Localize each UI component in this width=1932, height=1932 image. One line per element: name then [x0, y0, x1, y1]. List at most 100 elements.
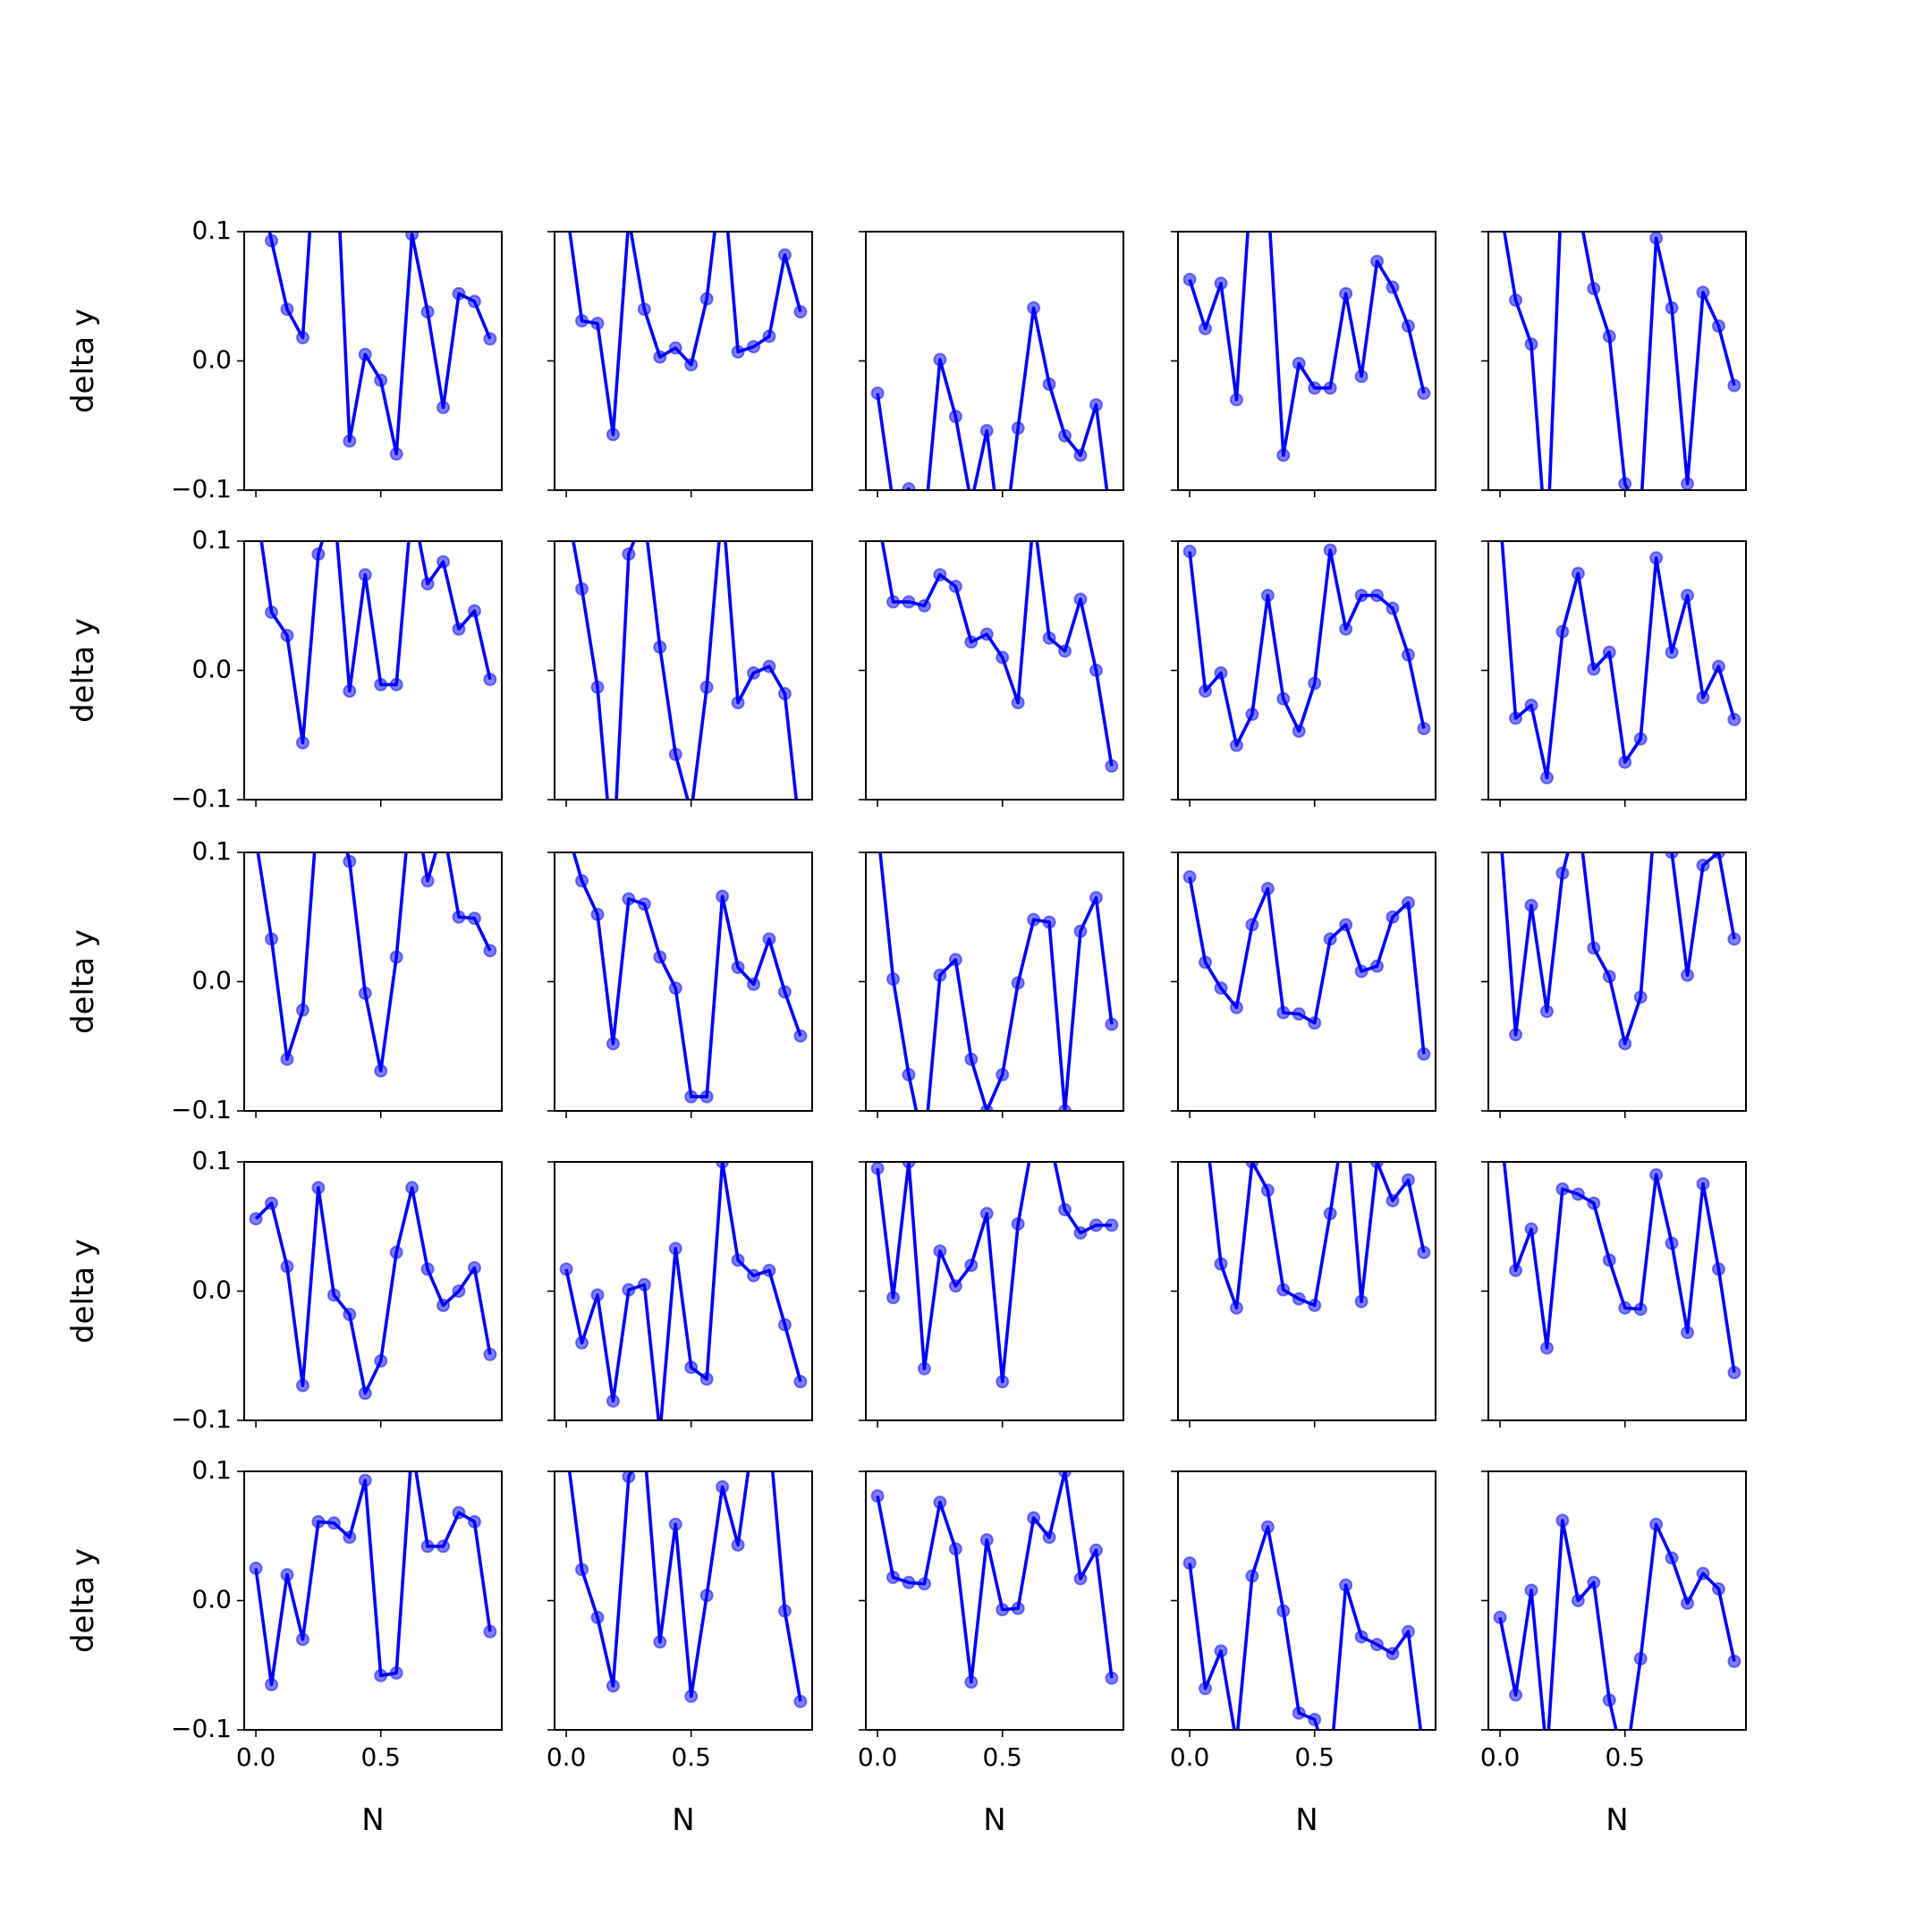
x-tick-label: 0.5: [982, 1742, 1022, 1772]
point-marker: [1323, 381, 1337, 395]
plot-area: [1502, 1162, 1741, 1380]
point-marker: [1618, 477, 1632, 490]
series-line: [876, 1162, 1112, 1384]
point-marker: [1587, 1196, 1601, 1210]
point-marker: [1587, 282, 1601, 296]
point-marker: [436, 1298, 451, 1312]
point-marker: [1681, 477, 1695, 490]
point-marker: [886, 1291, 901, 1305]
point-marker: [1199, 321, 1213, 335]
point-marker: [1027, 912, 1041, 927]
point-marker: [452, 910, 466, 924]
point-marker: [777, 687, 792, 701]
point-marker: [933, 352, 947, 367]
point-marker: [684, 1089, 699, 1104]
point-marker: [1292, 1292, 1306, 1306]
point-marker: [1323, 932, 1337, 946]
point-marker: [1649, 1167, 1664, 1182]
point-marker: [1073, 448, 1088, 462]
point-marker: [590, 680, 605, 694]
point-marker: [389, 1665, 403, 1680]
point-marker: [1417, 386, 1431, 401]
point-marker: [483, 944, 497, 958]
point-marker: [436, 555, 451, 569]
point-marker: [1370, 1162, 1385, 1169]
point-marker: [1199, 684, 1213, 699]
point-marker: [1649, 232, 1664, 245]
point-marker: [668, 747, 682, 761]
point-marker: [1602, 970, 1616, 984]
point-marker: [964, 1675, 979, 1690]
point-marker: [1587, 941, 1601, 955]
point-marker: [1385, 601, 1400, 615]
point-marker: [389, 447, 403, 462]
point-marker: [1727, 378, 1741, 393]
series-line: [254, 1186, 492, 1395]
point-marker: [1354, 589, 1368, 603]
point-marker: [1649, 551, 1664, 565]
point-marker: [1665, 1236, 1679, 1250]
point-marker: [1105, 1671, 1119, 1685]
point-marker: [1276, 448, 1291, 462]
point-marker: [979, 1533, 994, 1547]
point-marker: [1665, 1551, 1679, 1565]
point-marker: [1633, 1302, 1648, 1317]
point-marker: [1370, 254, 1385, 268]
series-line: [880, 541, 1114, 767]
x-tick-label: 0.0: [1170, 1742, 1210, 1772]
point-marker: [1042, 377, 1056, 392]
point-marker: [358, 987, 372, 1001]
point-marker: [1354, 964, 1368, 979]
x-tick-label: 0.0: [236, 1742, 276, 1772]
point-marker: [747, 1268, 761, 1283]
point-marker: [1011, 421, 1025, 436]
point-marker: [731, 1253, 745, 1267]
point-marker: [311, 547, 326, 561]
point-marker: [1073, 1225, 1088, 1240]
point-marker: [606, 1394, 620, 1408]
point-marker: [1058, 428, 1072, 443]
point-marker: [637, 302, 651, 317]
point-marker: [777, 1604, 792, 1618]
x-tick-label: 0.0: [1480, 1742, 1521, 1772]
point-marker: [1417, 1245, 1431, 1259]
point-marker: [374, 1354, 388, 1368]
point-marker: [1182, 272, 1197, 286]
x-axis-label: N: [361, 1802, 384, 1838]
point-marker: [358, 1473, 372, 1487]
point-marker: [1105, 1218, 1119, 1233]
y-tick-label: −0.1: [171, 784, 232, 813]
point-marker: [777, 985, 792, 999]
plot-area: [559, 1162, 808, 1420]
point-marker: [1089, 891, 1103, 905]
point-marker: [622, 892, 636, 906]
point-marker: [637, 1277, 651, 1292]
point-marker: [622, 1471, 636, 1484]
point-marker: [1555, 624, 1570, 639]
point-marker: [1539, 770, 1554, 784]
point-marker: [1509, 293, 1523, 308]
point-marker: [280, 1052, 294, 1066]
point-marker: [1602, 645, 1616, 659]
point-marker: [1509, 1263, 1523, 1277]
point-marker: [996, 1375, 1010, 1389]
point-marker: [1370, 959, 1385, 973]
point-marker: [668, 341, 682, 355]
point-marker: [1385, 280, 1400, 294]
point-marker: [1555, 1182, 1570, 1196]
series-line: [1500, 541, 1736, 780]
plot-area: [870, 301, 1109, 490]
plot-area: [256, 852, 497, 1078]
point-marker: [747, 340, 761, 354]
point-marker: [1308, 1298, 1322, 1312]
point-marker: [1665, 301, 1679, 315]
point-marker: [684, 1360, 699, 1375]
point-marker: [948, 410, 962, 424]
x-tick-label: 0.5: [1294, 1742, 1335, 1772]
plot-area: [1182, 1520, 1423, 1730]
point-marker: [1633, 732, 1648, 746]
point-marker: [1089, 1218, 1103, 1233]
point-marker: [731, 696, 745, 710]
plot-area: [567, 1471, 808, 1708]
point-marker: [948, 953, 962, 967]
